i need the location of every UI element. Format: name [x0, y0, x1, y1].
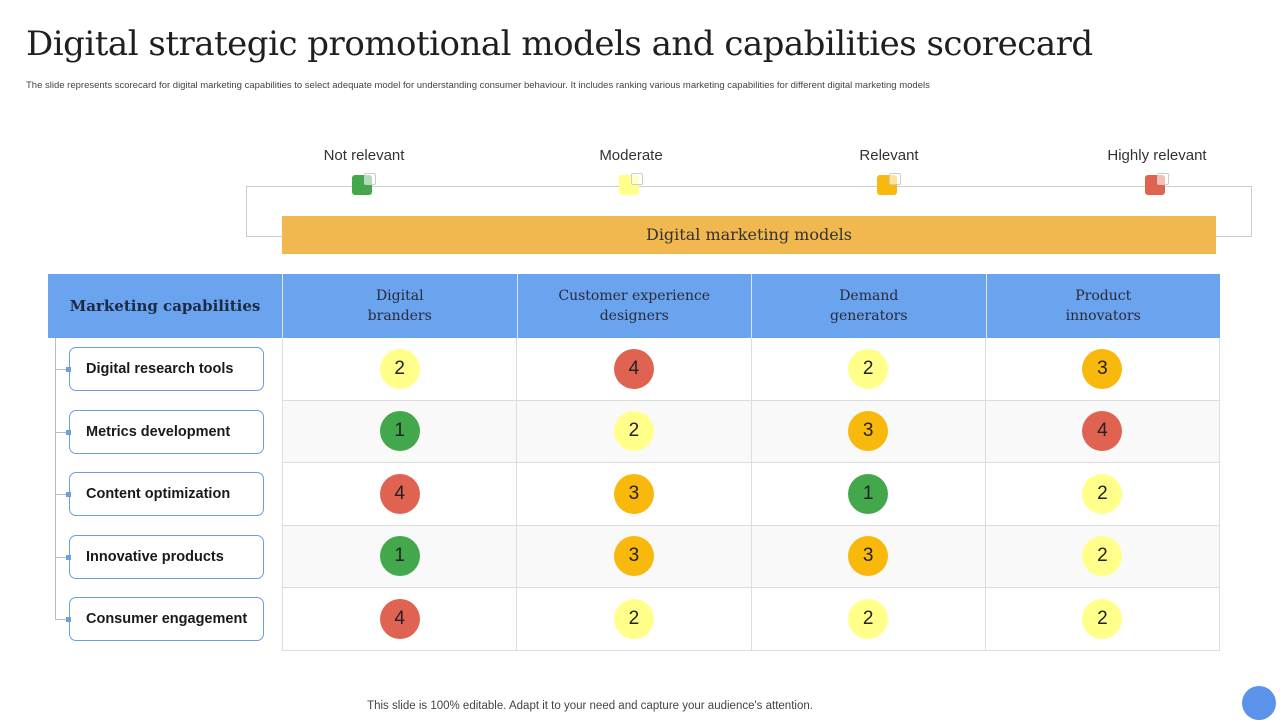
tree-connector: [55, 554, 71, 560]
table-row: 1 3 3 2: [282, 525, 1220, 588]
score-cell: 4: [282, 463, 516, 525]
page-title: Digital strategic promotional models and…: [26, 24, 1093, 64]
tree-connector: [55, 617, 71, 622]
score-cell: 3: [516, 463, 750, 525]
legend-label: Highly relevant: [1107, 147, 1207, 164]
score-badge: 3: [1082, 348, 1123, 389]
score-badge: 3: [848, 536, 889, 577]
capability-label: Digital research tools: [69, 347, 264, 391]
legend-label: Not relevant: [323, 147, 405, 164]
score-cell: 3: [750, 525, 985, 587]
header-col: Product innovators: [985, 274, 1221, 338]
table-row: 4 3 1 2: [282, 463, 1220, 526]
score-cell: 2: [984, 463, 1219, 525]
legend-swatch-icon: [1145, 173, 1169, 195]
score-badge: 2: [848, 598, 889, 639]
table-row: 4 2 2 2: [282, 588, 1220, 651]
table-header: Marketing capabilities Digital branders …: [48, 274, 1220, 338]
score-cell: 1: [282, 525, 516, 587]
score-badge: 1: [848, 473, 889, 514]
score-badge: 1: [379, 536, 420, 577]
score-cell: 4: [516, 338, 750, 400]
score-badge: 3: [848, 411, 889, 452]
score-badge: 2: [1082, 598, 1123, 639]
corner-circle: [1242, 686, 1276, 720]
score-cell: 2: [516, 588, 750, 650]
score-badge: 2: [613, 598, 654, 639]
legend-label: Relevant: [859, 147, 919, 164]
score-badge: 4: [379, 473, 420, 514]
footer-note: This slide is 100% editable. Adapt it to…: [367, 700, 813, 712]
score-cell: 4: [282, 588, 516, 650]
score-badge: 4: [1082, 411, 1123, 452]
score-cell: 2: [282, 338, 516, 400]
table-row: 1 2 3 4: [282, 400, 1220, 463]
score-badge: 3: [613, 536, 654, 577]
score-badge: 4: [379, 598, 420, 639]
tree-connector: [55, 429, 71, 435]
tree-connector: [55, 492, 71, 497]
legend-swatch-icon: [877, 173, 901, 195]
score-cell: 3: [516, 525, 750, 587]
table-row: 2 4 2 3: [282, 338, 1220, 401]
score-badge: 2: [379, 348, 420, 389]
score-badge: 4: [613, 348, 654, 389]
score-cell: 2: [750, 338, 985, 400]
score-cell: 2: [516, 400, 750, 462]
score-cell: 4: [984, 400, 1219, 462]
score-badge: 2: [1082, 473, 1123, 514]
tree-line: [55, 338, 56, 620]
score-cell: 1: [282, 400, 516, 462]
header-col: Digital branders: [282, 274, 517, 338]
score-badge: 2: [1082, 536, 1123, 577]
legend-swatch-icon: [619, 173, 643, 195]
score-badge: 3: [613, 473, 654, 514]
header-col: Demand generators: [751, 274, 986, 338]
capability-label: Innovative products: [69, 534, 264, 579]
score-cell: 3: [750, 400, 985, 462]
score-cell: 2: [984, 525, 1219, 587]
header-capabilities: Marketing capabilities: [69, 297, 261, 315]
capability-label: Content optimization: [69, 472, 264, 516]
score-badge: 1: [379, 411, 420, 452]
score-cell: 2: [984, 588, 1219, 650]
legend-swatch-icon: [352, 173, 376, 195]
page-subtitle: The slide represents scorecard for digit…: [26, 80, 930, 91]
legend-label: Moderate: [599, 147, 663, 164]
score-cell: 2: [750, 588, 985, 650]
score-badge: 2: [613, 411, 654, 452]
tree-connector: [55, 367, 71, 372]
capability-label: Consumer engagement: [69, 597, 264, 641]
header-col: Customer experience designers: [516, 274, 752, 338]
models-banner: Digital marketing models: [282, 216, 1216, 254]
score-badge: 2: [848, 348, 889, 389]
score-cell: 3: [984, 338, 1219, 400]
score-cell: 1: [750, 463, 985, 525]
capability-label: Metrics development: [69, 409, 264, 454]
